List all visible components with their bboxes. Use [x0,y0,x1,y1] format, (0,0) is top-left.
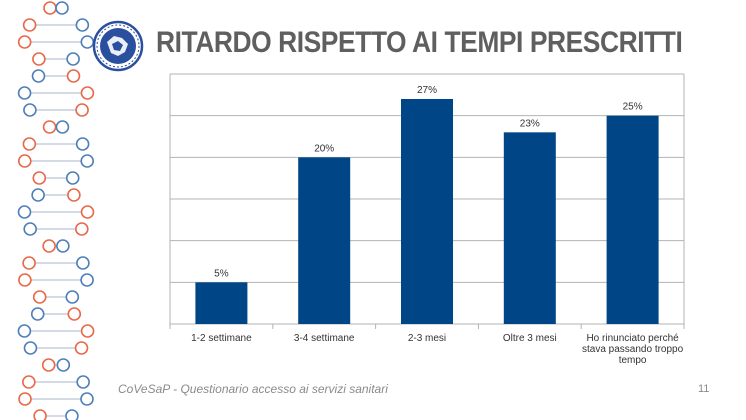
x-tick-label: Oltre 3 mesi [503,333,557,344]
bar [298,157,351,324]
x-tick-label: Ho rinunciato perché stava passando tropp… [582,333,684,366]
dna-rung [42,120,70,134]
dna-rung [18,273,94,287]
dna-rung [18,392,94,406]
bar [503,132,556,324]
x-tick-label: 1-2 settimane [191,333,252,344]
dna-rung [32,52,80,66]
data-label: 5% [214,268,229,279]
dna-rung [22,375,90,389]
chart-data-labels: 5% 20% 27% 23% 25% [214,85,643,279]
x-tick-label: 2-3 mesi [408,333,446,344]
dna-rung [23,341,89,355]
dna-rung [22,18,90,32]
slide-title: RITARDO RISPETTO AI TEMPI PRESCRITTI [156,26,683,59]
dna-rung [22,256,90,270]
dna-rung [17,324,95,338]
chart-bars [195,99,659,325]
dna-rung [42,239,70,253]
bar [195,282,248,324]
data-label: 27% [417,85,437,96]
dna-rung [31,188,81,202]
dna-rung [32,171,80,185]
dna-rung [17,86,95,100]
dna-rung [31,69,81,83]
data-label: 20% [314,143,334,154]
bar [606,115,659,325]
dna-rung [30,307,82,321]
x-tick-label: 3-4 settimane [294,333,355,344]
dna-rung [43,1,69,15]
data-label: 25% [623,102,643,113]
dna-rung [32,290,80,304]
bar [401,99,453,324]
page-number: 11 [698,383,710,395]
data-label: 23% [520,118,540,129]
dna-rung [41,358,71,372]
dna-rung [23,222,89,236]
dna-rung [23,103,89,117]
dna-rung [17,205,95,219]
dna-rung [17,154,95,168]
dna-rung [22,137,90,151]
dna-helix-decoration [17,1,95,420]
covesap-logo [92,20,144,72]
slide-footer: CoVeSaP - Questionario accesso ai serviz… [118,382,388,396]
dna-rung [33,409,79,420]
chart-x-tick-labels: 1-2 settimane 3-4 settimane 2-3 mesi Oltre … [191,333,684,366]
